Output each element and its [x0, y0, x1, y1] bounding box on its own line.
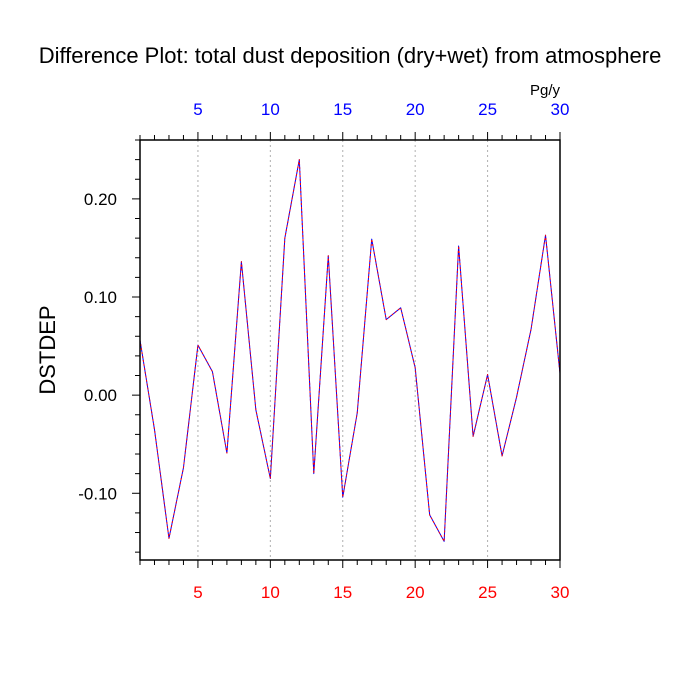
- units-label: Pg/y: [530, 82, 561, 99]
- series-line-dash: [139, 159, 561, 542]
- x-tick-label-bottom: 15: [333, 583, 352, 602]
- data-series: [139, 159, 561, 542]
- x-tick-label-top: 20: [406, 100, 425, 119]
- chart-title: Difference Plot: total dust deposition (…: [39, 43, 662, 68]
- y-tick-label: 0.10: [84, 288, 117, 307]
- x-tick-label-top: 5: [193, 100, 202, 119]
- x-tick-label-bottom: 10: [261, 583, 280, 602]
- y-tick-label: -0.10: [78, 484, 117, 503]
- x-tick-label-bottom: 25: [478, 583, 497, 602]
- y-tick-label: 0.20: [84, 190, 117, 209]
- x-tick-label-bottom: 20: [406, 583, 425, 602]
- x-tick-label-bottom: 30: [551, 583, 570, 602]
- x-tick-label-bottom: 5: [193, 583, 202, 602]
- x-tick-label-top: 30: [551, 100, 570, 119]
- y-tick-label: 0.00: [84, 386, 117, 405]
- x-tick-label-top: 25: [478, 100, 497, 119]
- x-tick-label-top: 10: [261, 100, 280, 119]
- axis-ticks: [132, 132, 561, 568]
- tick-labels: 5 5 10 10 15 15 20 20 25 25 30 30 0.20 0.10 0.00 -0.10: [78, 100, 569, 602]
- x-tick-label-top: 15: [333, 100, 352, 119]
- plot-frame: [139, 139, 561, 561]
- y-axis-label: DSTDEP: [35, 305, 60, 394]
